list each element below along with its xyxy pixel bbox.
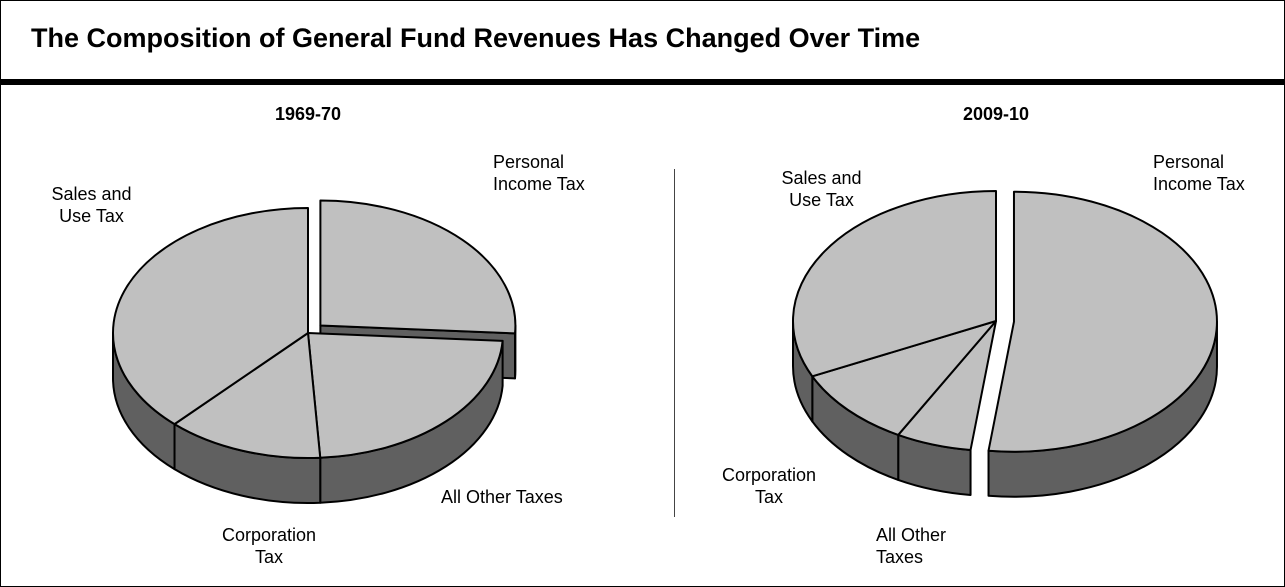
slice [319,199,517,335]
slice-label: Personal Income Tax [1153,152,1245,194]
slice-label: All Other Taxes [441,487,563,507]
slice-label: Sales and Use Tax [51,184,132,226]
title-rule [1,79,1284,85]
slice [792,190,997,378]
slice [112,207,309,426]
slice [307,332,504,459]
chart-title: 2009-10 [962,104,1030,124]
figure-title: The Composition of General Fund Revenues… [31,23,921,53]
chart-title: 1969-70 [274,104,342,124]
slice [173,332,322,459]
slice [811,320,997,436]
slice-label: Personal Income Tax [493,152,585,194]
slice-label: Sales and Use Tax [781,168,862,210]
slice-label: Corporation Tax [721,465,817,507]
divider [674,169,675,517]
slice-label: All Other Taxes [876,525,947,567]
slice-label: Corporation Tax [221,525,317,567]
slice [987,190,1218,453]
